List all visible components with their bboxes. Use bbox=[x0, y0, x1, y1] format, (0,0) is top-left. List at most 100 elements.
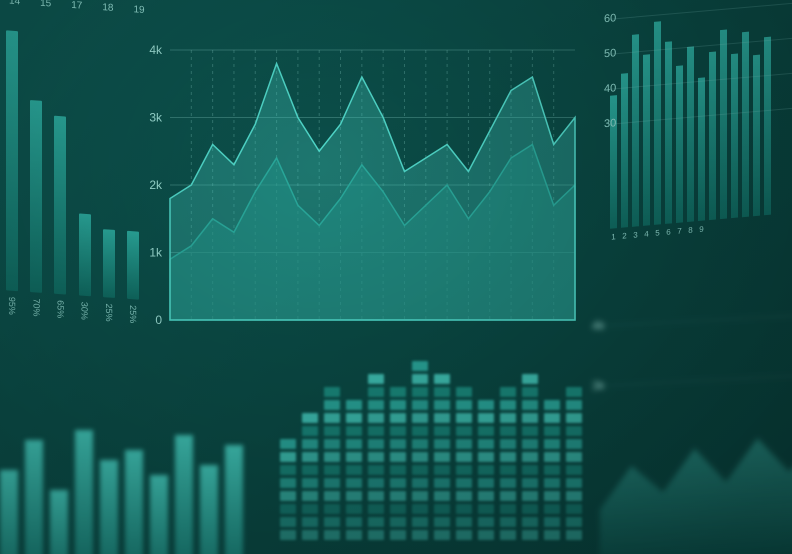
pct-bar-label: 65% bbox=[55, 300, 65, 319]
seg-cell bbox=[412, 426, 428, 436]
seg-cell bbox=[412, 465, 428, 475]
center-area-svg: 4k3k2k1k0 bbox=[140, 30, 580, 350]
seg-cell bbox=[324, 426, 340, 436]
br-ytick-label: 4k bbox=[592, 318, 605, 333]
seg-cell bbox=[478, 491, 494, 501]
seg-cell bbox=[522, 478, 538, 488]
seg-cell bbox=[412, 478, 428, 488]
seg-cell bbox=[500, 426, 516, 436]
seg-cell bbox=[368, 504, 384, 514]
seg-cell bbox=[456, 517, 472, 527]
tr-bar bbox=[643, 54, 650, 226]
bl-bar bbox=[75, 430, 93, 554]
seg-cell bbox=[368, 439, 384, 449]
seg-cell bbox=[434, 400, 450, 410]
seg-cell bbox=[522, 439, 538, 449]
br-gridline bbox=[600, 374, 792, 386]
ytick-label: 1k bbox=[149, 246, 163, 260]
seg-cell bbox=[390, 491, 406, 501]
seg-cell bbox=[522, 530, 538, 540]
seg-cell bbox=[390, 452, 406, 462]
seg-cell bbox=[522, 465, 538, 475]
seg-cell bbox=[566, 439, 582, 449]
seg-cell bbox=[434, 452, 450, 462]
pct-bar: 70% bbox=[29, 100, 43, 317]
seg-cell bbox=[544, 478, 560, 488]
seg-cell bbox=[280, 530, 296, 540]
axis-tick: 14 bbox=[9, 0, 20, 7]
seg-cell bbox=[500, 452, 516, 462]
seg-cell bbox=[434, 374, 450, 384]
axis-tick: 15 bbox=[40, 0, 51, 10]
tr-bar bbox=[687, 46, 694, 222]
seg-cell bbox=[434, 465, 450, 475]
tr-xtick-label: 7 bbox=[676, 226, 683, 236]
bl-bar bbox=[125, 450, 143, 554]
seg-cell bbox=[478, 400, 494, 410]
axis-tick: 19 bbox=[134, 4, 145, 16]
seg-cell bbox=[478, 517, 494, 527]
seg-cell bbox=[368, 374, 384, 384]
seg-cell bbox=[522, 452, 538, 462]
pct-bar-label: 30% bbox=[80, 301, 90, 320]
seg-cell bbox=[500, 504, 516, 514]
seg-cell bbox=[478, 413, 494, 423]
seg-cell bbox=[346, 452, 362, 462]
seg-cell bbox=[500, 491, 516, 501]
pct-bar-label: 70% bbox=[31, 298, 41, 317]
seg-cell bbox=[368, 413, 384, 423]
bl-bar bbox=[150, 475, 168, 554]
seg-cell bbox=[412, 387, 428, 397]
seg-cell bbox=[412, 491, 428, 501]
seg-cell bbox=[434, 504, 450, 514]
seg-cell bbox=[544, 465, 560, 475]
bl-bar bbox=[100, 460, 118, 554]
seg-cell bbox=[522, 426, 538, 436]
seg-col bbox=[368, 374, 384, 540]
seg-cell bbox=[544, 452, 560, 462]
seg-cell bbox=[412, 361, 428, 371]
seg-cell bbox=[324, 491, 340, 501]
seg-cell bbox=[500, 478, 516, 488]
seg-cell bbox=[324, 413, 340, 423]
seg-col bbox=[412, 361, 428, 540]
seg-cell bbox=[456, 400, 472, 410]
seg-cell bbox=[390, 530, 406, 540]
tr-bar bbox=[621, 73, 628, 228]
seg-cell bbox=[544, 517, 560, 527]
seg-cell bbox=[566, 517, 582, 527]
seg-cell bbox=[456, 465, 472, 475]
seg-cell bbox=[346, 465, 362, 475]
seg-cell bbox=[324, 478, 340, 488]
seg-col bbox=[302, 413, 318, 540]
seg-cell bbox=[390, 400, 406, 410]
seg-cell bbox=[390, 387, 406, 397]
seg-cell bbox=[522, 491, 538, 501]
pct-bar: 25% bbox=[102, 229, 116, 322]
tr-ytick-label: 60 bbox=[604, 12, 616, 25]
seg-cell bbox=[500, 387, 516, 397]
segmented-bars bbox=[280, 360, 580, 554]
seg-cell bbox=[302, 491, 318, 501]
seg-col bbox=[456, 387, 472, 540]
tr-xtick-label: 6 bbox=[665, 227, 672, 237]
seg-cell bbox=[566, 400, 582, 410]
pct-bar-fill bbox=[79, 213, 91, 296]
tr-bar bbox=[610, 95, 617, 229]
pct-bar-fill bbox=[6, 30, 18, 291]
tr-ytick-label: 30 bbox=[604, 117, 616, 130]
pct-bar-label: 25% bbox=[128, 305, 138, 324]
seg-col bbox=[522, 374, 538, 540]
seg-cell bbox=[566, 530, 582, 540]
seg-cell bbox=[522, 374, 538, 384]
bottomleft-bars-container bbox=[0, 390, 260, 554]
seg-cell bbox=[566, 491, 582, 501]
seg-col bbox=[566, 387, 582, 540]
tr-bar bbox=[698, 77, 705, 221]
pct-bar: 25% bbox=[126, 231, 140, 324]
seg-cell bbox=[390, 478, 406, 488]
seg-cell bbox=[280, 504, 296, 514]
seg-cell bbox=[368, 478, 384, 488]
seg-cell bbox=[434, 478, 450, 488]
seg-cell bbox=[302, 426, 318, 436]
